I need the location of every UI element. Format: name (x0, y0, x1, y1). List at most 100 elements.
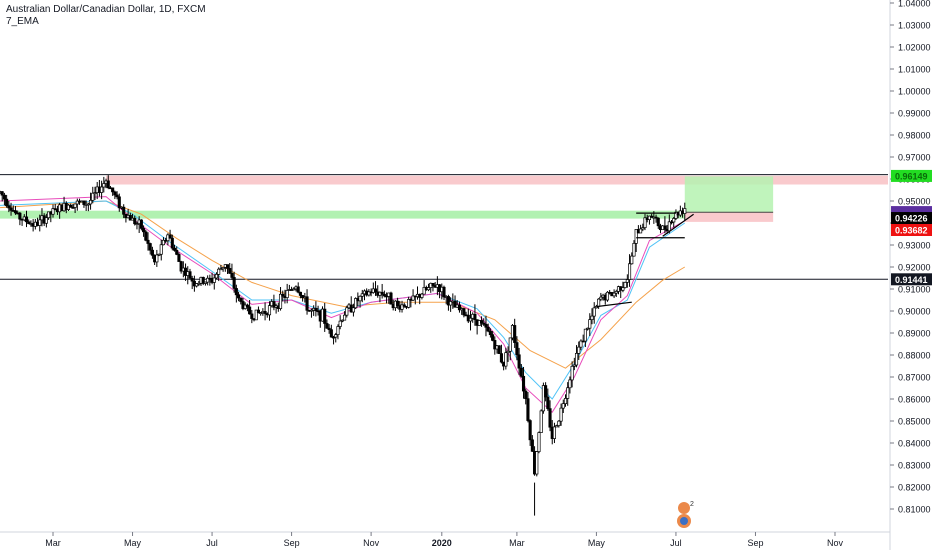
candle (13, 206, 18, 215)
candle (159, 239, 163, 261)
candle (75, 198, 79, 211)
candle (197, 280, 201, 287)
candle-body (111, 187, 115, 193)
candle-body (73, 203, 77, 208)
price-tick-label: 1.04000 (898, 0, 931, 9)
chart-title: Australian Dollar/Canadian Dollar, 1D, F… (6, 4, 206, 15)
candle (343, 311, 347, 321)
candle (278, 287, 283, 311)
candle-body (621, 287, 625, 291)
candle (93, 186, 97, 201)
candle (133, 215, 137, 226)
candle-body (18, 212, 22, 220)
candle (605, 291, 610, 302)
candle-body (491, 334, 495, 341)
candle-body (630, 255, 634, 265)
candle (27, 219, 31, 225)
candle-body (431, 282, 435, 286)
chart-legend: Australian Dollar/Canadian Dollar, 1D, F… (6, 4, 206, 28)
candle-body (230, 272, 234, 278)
price-tick-label: 0.85000 (898, 417, 931, 427)
candle-body (188, 271, 192, 279)
candle-body (148, 243, 152, 251)
price-label-text: 0.93682 (895, 225, 928, 235)
candle-body (656, 217, 660, 227)
candle (237, 291, 241, 302)
candle-body (296, 286, 300, 293)
candle (579, 339, 583, 351)
candle-body (605, 291, 610, 301)
candle-body (285, 290, 289, 298)
candle (245, 303, 249, 312)
candle-body (75, 200, 79, 205)
candle-body (329, 329, 333, 338)
candle-body (272, 301, 276, 308)
candle-body (248, 306, 252, 315)
candle (106, 175, 110, 190)
price-tick-label: 1.00000 (898, 87, 931, 97)
candle (7, 200, 11, 213)
candle (71, 204, 75, 209)
candle (528, 419, 532, 446)
candle-body (457, 304, 462, 311)
candle (248, 299, 252, 315)
candle-body (566, 387, 570, 399)
candle (219, 264, 223, 271)
price-tick-label: 0.92000 (898, 263, 931, 273)
candle-body (482, 322, 486, 325)
candle (232, 271, 236, 293)
candle-body (663, 225, 667, 230)
position-tool[interactable] (684, 176, 774, 222)
price-tick-label: 1.01000 (898, 65, 931, 75)
candle-body (170, 237, 174, 249)
candle-body (422, 287, 426, 295)
candle-body (586, 327, 590, 330)
candle (250, 310, 254, 324)
candle-body (206, 277, 210, 283)
time-axis[interactable]: Mar May Jul Sep Nov 2020 Mar May Jul Sep Nov (0, 531, 890, 548)
candle-body (298, 291, 302, 296)
price-tick-label: 0.99000 (898, 109, 931, 119)
candle-body (647, 215, 651, 220)
candle (327, 324, 331, 334)
candle-body (396, 300, 400, 307)
candle-body (144, 231, 148, 241)
candle-body (117, 196, 121, 209)
candle (639, 224, 643, 234)
logo-top-circle (678, 502, 690, 514)
candle (656, 217, 660, 229)
candle-body (541, 385, 545, 412)
ema-blue-line (0, 200, 686, 400)
candle-body (579, 340, 583, 348)
price-tick-label: 0.89000 (898, 329, 931, 339)
price-label-bg (891, 212, 932, 225)
candle-body (159, 244, 163, 255)
candle (407, 296, 411, 309)
candle-body (195, 283, 199, 287)
candle (497, 345, 501, 354)
candle (590, 308, 594, 325)
indicator-label[interactable]: 7_EMA (6, 16, 39, 27)
candle (426, 283, 431, 292)
time-tick-label: Nov (827, 538, 844, 548)
candle-body (515, 342, 519, 356)
candle-body (13, 210, 18, 214)
candle-body (488, 330, 492, 336)
candle (336, 324, 340, 340)
candle (285, 283, 289, 304)
candle (506, 346, 510, 362)
candle-body (115, 194, 119, 198)
candle-body (548, 408, 552, 428)
position-profit-area (684, 176, 774, 213)
candle-body (332, 336, 336, 339)
candle-body (400, 304, 404, 310)
horizontal-lines-layer (0, 174, 888, 280)
candle-body (267, 305, 272, 316)
time-tick-label: Sep (284, 538, 300, 548)
candle (499, 344, 503, 364)
time-tick-label: Sep (747, 538, 763, 548)
candle-body (612, 292, 616, 297)
candle-body (172, 247, 177, 251)
